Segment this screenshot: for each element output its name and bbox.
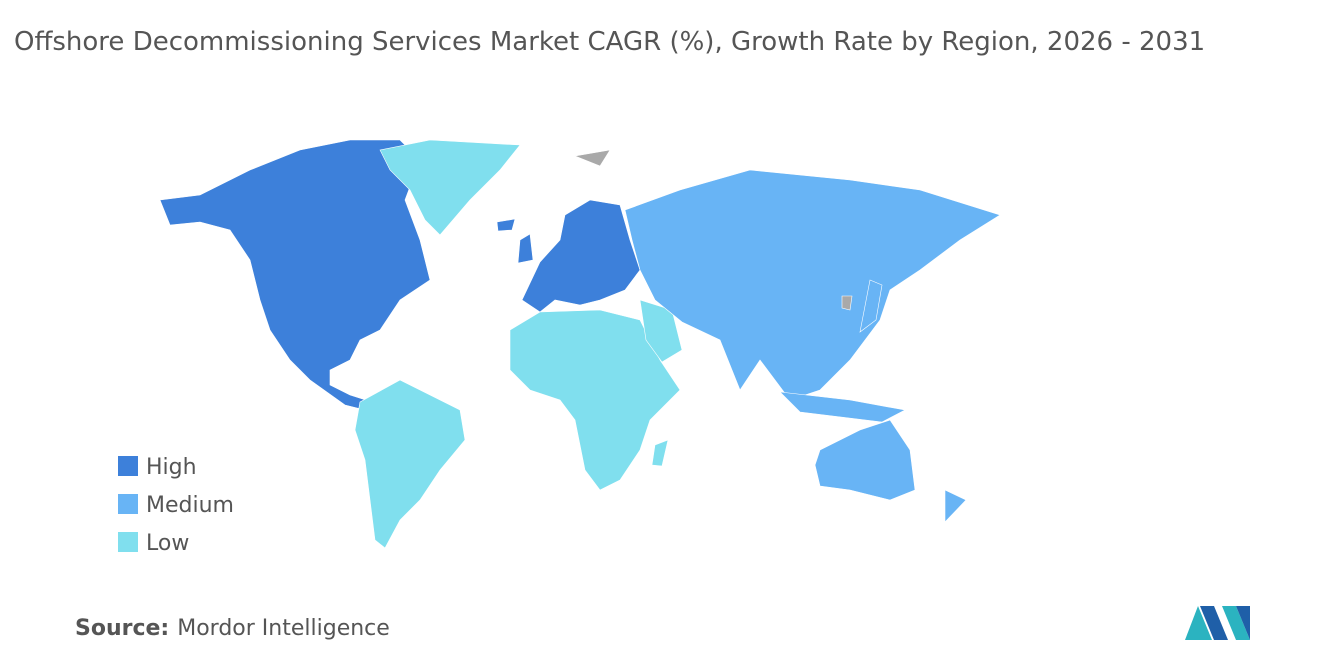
world-map bbox=[159, 139, 1001, 549]
new-zealand bbox=[944, 489, 967, 523]
korea bbox=[841, 295, 853, 311]
svalbard bbox=[573, 149, 611, 167]
south-america bbox=[354, 379, 466, 549]
asia bbox=[624, 169, 1001, 401]
southeast-asia-islands bbox=[779, 391, 906, 423]
australia bbox=[814, 419, 916, 501]
legend-swatch bbox=[118, 494, 138, 514]
north-america bbox=[159, 139, 431, 411]
legend-label: Low bbox=[146, 531, 189, 556]
legend: High Medium Low bbox=[118, 455, 234, 556]
legend-swatch bbox=[118, 532, 138, 552]
title: Offshore Decommissioning Services Market… bbox=[14, 27, 1205, 57]
source: Source: Mordor Intelligence bbox=[75, 616, 390, 641]
iceland bbox=[496, 218, 516, 232]
legend-swatch bbox=[118, 456, 138, 476]
europe bbox=[521, 199, 641, 313]
legend-label: Medium bbox=[146, 493, 234, 518]
source-text: Mordor Intelligence bbox=[177, 616, 390, 641]
japan bbox=[859, 279, 883, 333]
source-label: Source: bbox=[75, 616, 169, 641]
legend-label: High bbox=[146, 455, 197, 480]
madagascar bbox=[651, 439, 669, 467]
africa bbox=[509, 309, 681, 491]
greenland bbox=[379, 139, 521, 236]
logo bbox=[1185, 606, 1250, 640]
uk bbox=[517, 233, 534, 264]
